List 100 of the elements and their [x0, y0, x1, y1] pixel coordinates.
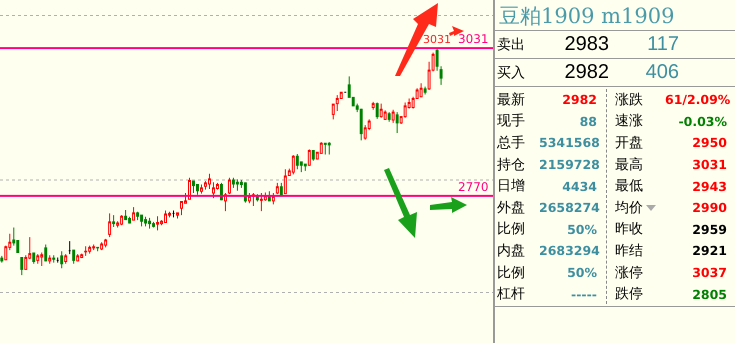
- text: 豆粕1909 m1909: [498, 3, 676, 30]
- text: 50%: [566, 265, 597, 280]
- text: 内盘: [496, 242, 526, 260]
- text: 买入: [496, 64, 526, 82]
- candlestick: [112, 214, 116, 228]
- ref-line-label: 2770: [458, 180, 489, 194]
- candlestick: [396, 112, 399, 134]
- candlestick: [188, 177, 191, 200]
- candlestick: [108, 212, 112, 238]
- candlestick: [388, 112, 391, 122]
- candlestick: [36, 254, 40, 264]
- candlestick: [376, 102, 379, 120]
- text: 2982: [564, 61, 609, 84]
- text: 外盘: [496, 198, 526, 217]
- text: 2159728: [539, 157, 600, 172]
- text: 现手: [496, 112, 526, 130]
- candlestick: [80, 253, 84, 259]
- candlestick: [56, 257, 60, 264]
- text: 均价: [615, 200, 643, 216]
- candlestick: [100, 242, 104, 251]
- text: 比例: [496, 220, 526, 238]
- text: 昨结: [615, 242, 643, 259]
- text: 涨停: [614, 264, 644, 282]
- ref-line-label: 3031: [458, 32, 489, 46]
- text: 2983: [564, 33, 609, 56]
- text: 杠杆: [496, 285, 526, 304]
- candlestick: [20, 257, 24, 276]
- candlestick: [88, 245, 92, 254]
- candlestick: [232, 177, 235, 188]
- text: 跌停: [614, 285, 644, 304]
- text: 406: [644, 61, 679, 84]
- text: 5341568: [539, 135, 600, 150]
- candlestick: [424, 86, 427, 96]
- candlestick: [124, 209, 128, 220]
- text: 2683294: [539, 243, 600, 258]
- text: 持仓: [496, 156, 526, 174]
- candlestick: [140, 214, 144, 227]
- text: 最新: [496, 90, 526, 109]
- text: 日增: [496, 177, 526, 196]
- text: 速涨: [614, 112, 644, 130]
- candlestick: [308, 148, 311, 166]
- text: 117: [646, 33, 679, 56]
- text: 3037: [691, 265, 727, 280]
- candlestick: [244, 182, 247, 204]
- candlestick: [304, 164, 307, 172]
- text: 2805: [691, 286, 727, 302]
- text: 88: [578, 114, 597, 129]
- candlestick: [324, 142, 327, 156]
- candlestick: [64, 254, 68, 264]
- candlestick: [0, 255, 4, 264]
- candlestick: [196, 184, 199, 196]
- candlestick: [436, 48, 439, 72]
- candlestick: [228, 177, 231, 195]
- candlestick: [96, 246, 100, 252]
- candlestick: [440, 66, 443, 86]
- text: 2943: [691, 178, 727, 194]
- candlestick: [208, 173, 211, 190]
- candlestick: [148, 217, 152, 230]
- candlestick: [120, 214, 124, 226]
- candlestick: [292, 154, 295, 175]
- text: 最低: [614, 177, 644, 196]
- text: 2959: [691, 222, 727, 237]
- candlestick: [68, 240, 72, 255]
- candlestick: [200, 184, 203, 194]
- candlestick: [328, 142, 331, 156]
- text: 卖出: [496, 36, 526, 54]
- text: -0.03%: [677, 114, 727, 129]
- candlestick: [260, 192, 263, 212]
- candlestick: [104, 238, 108, 248]
- candlestick: [52, 254, 56, 264]
- text: 最高: [615, 156, 643, 173]
- text: 3031: [691, 157, 727, 172]
- text: 涨跌: [614, 90, 644, 109]
- annotation: 3031: [423, 33, 451, 46]
- candlestick: [156, 216, 160, 231]
- text: 总手: [496, 134, 526, 152]
- candlestick: [212, 182, 215, 199]
- text: 2921: [691, 243, 727, 258]
- candlestick: [372, 101, 375, 110]
- candlestick: [84, 246, 88, 256]
- candlestick: [392, 109, 395, 124]
- candlestick: [420, 82, 423, 98]
- candlestick: [72, 250, 76, 264]
- candlestick: [280, 182, 283, 196]
- text: 开盘: [615, 134, 643, 151]
- candlestick: [164, 210, 168, 223]
- candlestick: [380, 103, 383, 118]
- text: 昨收: [614, 220, 644, 238]
- candlestick: [40, 252, 44, 267]
- text: 比例: [496, 264, 526, 282]
- candlestick: [272, 192, 275, 205]
- candlestick: [76, 254, 80, 262]
- candlestick: [92, 244, 96, 251]
- candlestick: [296, 153, 299, 170]
- text: 4434: [561, 178, 597, 194]
- text: 2950: [691, 135, 727, 150]
- candlestick: [192, 180, 195, 194]
- candlestick: [144, 216, 148, 227]
- candlestick: [132, 206, 136, 221]
- candlestick: [152, 221, 156, 228]
